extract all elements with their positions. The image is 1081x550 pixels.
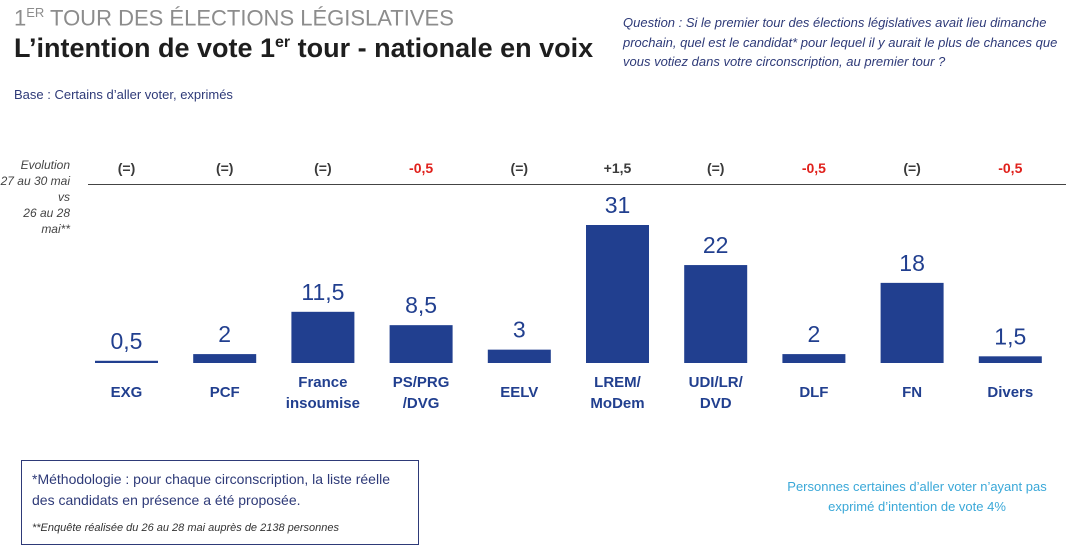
data-label: 22 [703,232,729,258]
data-label: 2 [218,321,231,347]
bar [95,360,158,363]
data-label: 18 [899,250,925,276]
title-superscript: er [275,34,291,51]
category-label: LREM/ [594,374,641,391]
data-label: 3 [513,317,526,343]
category-label: insoumise [286,395,360,412]
evolution-label: Evolution 27 au 30 mai vs 26 au 28 mai** [0,158,70,236]
title-main: L’intention de vote 1 [14,33,276,63]
data-label: 11,5 [301,279,344,305]
kicker-main: 1 [14,5,27,31]
kicker-rest: TOUR DES ÉLECTIONS LÉGISLATIVES [44,5,454,31]
evolution-value: (=) [511,160,529,176]
data-label: 0,5 [111,328,143,354]
evolution-value: (=) [118,160,136,176]
bar [978,356,1042,363]
bar [487,349,551,363]
category-label: PCF [210,384,240,401]
data-label: 2 [808,321,821,347]
category-label: France [298,374,347,391]
category-label: /DVG [403,395,440,412]
bar-chart: 0,5 (=) EXG 2 (=) PCF 11,5 (=) France insoumise 8,… [95,160,1042,412]
survey-note: **Enquête réalisée du 26 au 28 mai auprè… [32,522,340,534]
evolution-value: (=) [707,160,725,176]
kicker-heading: 1ER TOUR DES ÉLECTIONS LÉGISLATIVES [14,5,454,31]
category-label: DLF [799,384,828,401]
bar [193,354,257,363]
evolution-value: (=) [903,160,921,176]
bar [291,311,355,363]
bar [389,325,453,363]
evolution-value: +1,5 [604,160,632,176]
bar [586,225,649,363]
base-note: Base : Certains d’aller voter, exprimés [14,87,233,102]
title-rest: tour - nationale en voix [290,33,594,63]
evolution-value: (=) [314,160,332,176]
category-label: Divers [987,384,1033,401]
evolution-value: -0,5 [802,160,826,176]
evolution-value: -0,5 [998,160,1022,176]
survey-question: Question : Si le premier tour des électi… [623,15,1058,69]
category-label: FN [902,384,922,401]
evolution-value: -0,5 [409,160,433,176]
category-label: MoDem [590,395,644,412]
methodology-text: *Méthodologie : pour chaque circonscript… [32,471,390,508]
evolution-divider [88,184,1066,185]
data-label: 1,5 [994,323,1026,349]
category-label: PS/PRG [393,374,450,391]
bar [782,354,846,363]
evolution-value: (=) [216,160,234,176]
methodology-box: *Méthodologie : pour chaque circonscript… [21,460,419,545]
bar [684,265,748,363]
data-label: 8,5 [405,292,437,318]
category-label: EELV [500,384,538,401]
abstention-note: Personnes certaines d’aller voter n’ayan… [787,479,1047,514]
bar [880,282,944,363]
category-label: DVD [700,395,732,412]
category-label: UDI/LR/ [689,374,744,391]
data-label: 31 [605,192,631,218]
category-label: EXG [111,384,143,401]
kicker-superscript: ER [26,5,45,20]
page-title: L’intention de vote 1er tour - nationale… [14,33,593,64]
